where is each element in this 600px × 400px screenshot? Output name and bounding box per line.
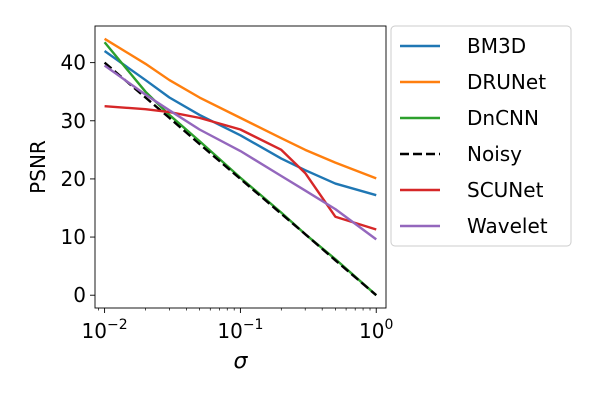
x-tick-label: 10−1: [217, 317, 263, 343]
series-line-scunet: [104, 105, 377, 231]
legend-label-wavelet: Wavelet: [467, 214, 548, 238]
y-tick-label: 30: [61, 109, 86, 133]
legend-label-dncnn: DnCNN: [467, 106, 539, 130]
series-line-bm3d: [103, 50, 377, 197]
legend: BM3D DRUNet DnCNN Noisy SCUNet Wavelet: [390, 25, 572, 247]
y-axis-ticks: 0 10 20 30 40: [61, 51, 95, 307]
y-tick-label: 40: [61, 51, 86, 75]
y-tick-label: 10: [61, 225, 86, 249]
x-axis-ticks: 10−2 10−1 100: [82, 308, 393, 343]
legend-label-noisy: Noisy: [467, 142, 522, 166]
legend-label-bm3d: BM3D: [467, 34, 526, 58]
x-tick-label: 100: [359, 317, 393, 343]
legend-label-drunet: DRUNet: [467, 70, 546, 94]
y-tick-label: 20: [61, 167, 86, 191]
legend-frame: [390, 25, 572, 247]
y-tick-label: 0: [73, 283, 86, 307]
legend-label-scunet: SCUNet: [467, 178, 544, 202]
series-line-noisy: [103, 61, 378, 297]
x-axis-label: σ: [234, 349, 249, 374]
series-lines: [103, 37, 378, 297]
y-axis-label: PSNR: [26, 140, 50, 194]
series-line-drunet: [103, 37, 377, 180]
x-tick-label: 10−2: [82, 317, 128, 343]
series-line-wavelet: [103, 64, 377, 241]
